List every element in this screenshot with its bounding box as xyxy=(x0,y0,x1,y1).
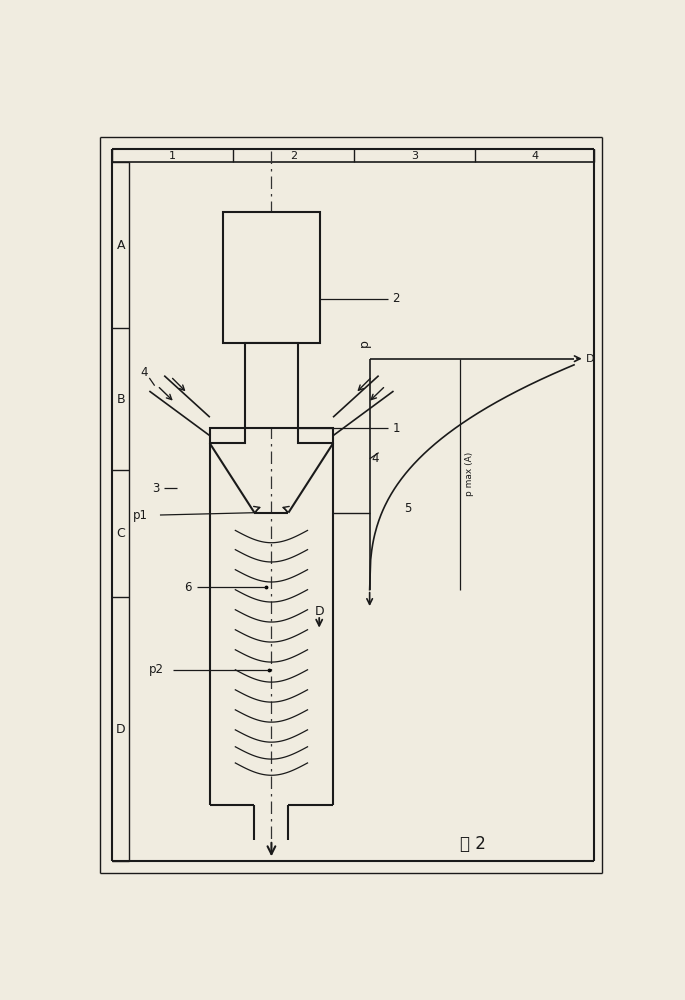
Bar xyxy=(298,428,333,443)
Text: 2: 2 xyxy=(290,151,297,161)
Bar xyxy=(210,428,245,443)
Text: p1: p1 xyxy=(134,509,148,522)
Text: C: C xyxy=(116,527,125,540)
Text: B: B xyxy=(116,393,125,406)
Text: 1: 1 xyxy=(393,422,400,434)
Text: 2: 2 xyxy=(393,292,400,305)
Text: 1: 1 xyxy=(169,151,176,161)
Text: 图 2: 图 2 xyxy=(460,835,486,853)
Text: 3: 3 xyxy=(153,482,160,495)
Text: 3: 3 xyxy=(411,151,419,161)
Text: p max (A): p max (A) xyxy=(465,452,474,496)
Text: D: D xyxy=(116,723,125,736)
Text: p2: p2 xyxy=(149,663,164,676)
Text: 5: 5 xyxy=(404,502,412,515)
Text: p: p xyxy=(358,339,371,347)
Text: 4: 4 xyxy=(140,366,148,379)
Text: D: D xyxy=(314,605,324,618)
Bar xyxy=(245,343,298,428)
Text: 6: 6 xyxy=(184,581,192,594)
Bar xyxy=(223,212,321,343)
Text: 4: 4 xyxy=(531,151,538,161)
Text: 4: 4 xyxy=(371,452,379,465)
Text: A: A xyxy=(116,239,125,252)
Text: D: D xyxy=(586,354,594,364)
